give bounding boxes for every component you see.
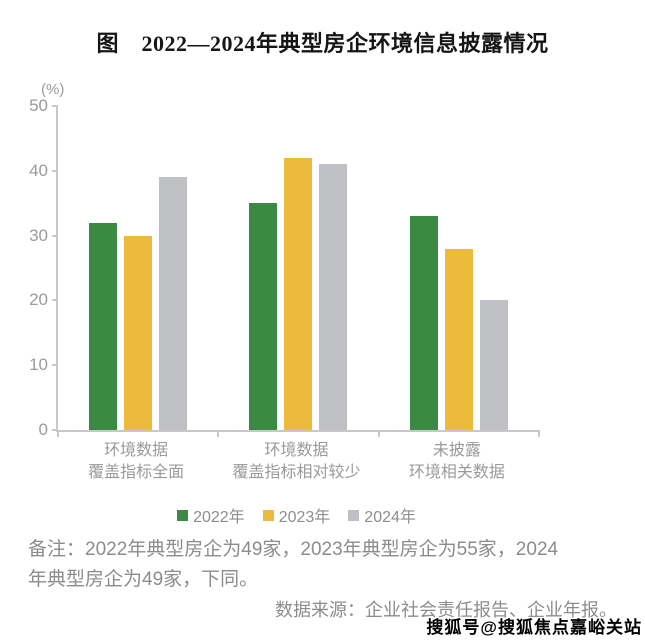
bar-2024年 [319,164,348,430]
x-category-label-line: 覆盖指标全面 [88,464,185,481]
x-tick-mark [217,430,220,437]
x-category-label: 环境数据覆盖指标相对较少 [216,440,376,484]
legend-label: 2022年 [193,509,245,526]
x-tick-mark [538,430,540,437]
y-tick-label: 0 [38,420,48,439]
y-tick-mark [52,169,58,172]
x-category-label-line: 环境数据 [104,442,169,459]
legend-swatch [348,509,360,521]
bar-group [379,106,539,430]
x-tick-mark [377,430,380,437]
bar-2023年 [444,248,473,430]
note-line-2: 年典型房企为49家，下同。 [28,569,259,590]
note-line-1: 备注：2022年典型房企为49家，2023年典型房企为55家，2024 [28,539,559,560]
legend-swatch [177,509,189,521]
x-category-label-line: 环境数据 [264,442,329,459]
legend-label: 2023年 [278,509,331,526]
bar-2024年 [159,177,188,430]
legend-label: 2024年 [364,509,416,526]
chart-legend: 2022年 2023年 2024年 [56,503,537,527]
plot-area: 0 10 20 30 40 50 [29,96,540,439]
y-tick-label: 40 [29,160,48,180]
x-axis-labels: 环境数据 覆盖指标全面 环境数据 覆盖指标相对较少 未披露 环境相关数据 [56,440,537,484]
y-tick-mark [52,234,58,237]
legend-swatch [262,509,274,521]
y-tick-label: 10 [29,355,48,375]
bar-groups [58,106,539,430]
bar-2022年 [249,203,278,430]
x-category-label-line: 覆盖指标相对较少 [232,464,361,481]
bar-2023年 [284,157,313,430]
y-tick-mark [52,105,58,107]
bar-2023年 [124,235,153,430]
legend-item-2024年: 2024年 [348,503,416,527]
x-tick-mark [57,430,59,437]
bar-group [58,106,218,430]
y-axis-unit-label: (%) [41,81,65,98]
y-tick-label: 30 [29,225,48,245]
y-tick-mark [52,299,58,302]
legend-item-2023年: 2023年 [262,503,331,527]
x-category-label: 环境数据覆盖指标全面 [56,440,216,484]
y-tick-mark [52,429,58,431]
x-category-label-line: 未披露 [432,442,481,459]
legend-item-2022年: 2022年 [177,503,245,527]
data-source-text: 数据来源：企业社会责任报告、企业年报。 [275,600,617,620]
y-tick-label: 20 [29,290,48,310]
x-category-label-line: 环境相关数据 [408,464,505,481]
y-tick-mark [52,364,58,367]
bar-2022年 [409,216,438,430]
note-text: 备注：2022年典型房企为49家，2023年典型房企为55家，2024 年典型房… [28,535,621,595]
x-category-label: 未披露 环境相关数据 [377,440,537,484]
bar-2022年 [89,222,118,430]
bar-group [218,106,378,430]
watermark-text: 搜狐号@搜狐焦点嘉峪关站 [426,618,642,637]
chart-title: 图 2022—2024年典型房企环境信息披露情况 [96,31,549,56]
y-tick-label: 50 [29,96,48,115]
bar-2024年 [479,300,508,430]
